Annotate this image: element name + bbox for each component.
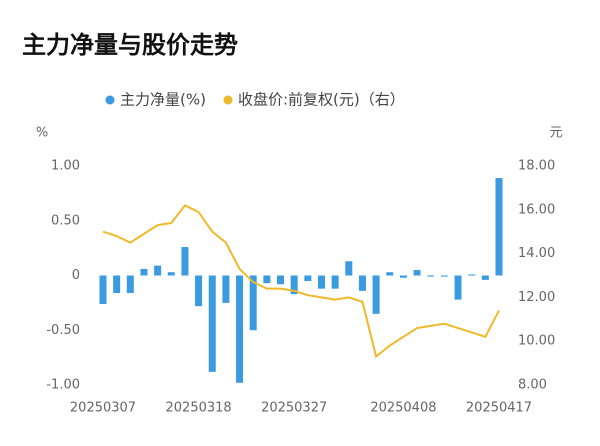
x-tick-label: 20250318: [166, 401, 232, 416]
bar: [140, 268, 148, 276]
y2-tick-label: 18.00: [518, 159, 555, 174]
x-tick-label: 20250408: [370, 401, 436, 416]
bar: [386, 272, 394, 276]
y2-tick-label: 14.00: [518, 246, 555, 261]
bar: [413, 270, 421, 276]
bar: [126, 275, 134, 294]
legend-label: 收盘价:前复权(元)（右）: [238, 91, 405, 109]
y2-tick-label: 10.00: [518, 334, 555, 349]
bar: [372, 275, 380, 314]
legend-marker: [105, 95, 115, 105]
legend-marker: [223, 95, 233, 105]
bar: [358, 275, 366, 291]
bar: [481, 275, 489, 280]
x-tick-label: 20250417: [466, 401, 532, 416]
y-tick-label: -1.00: [46, 378, 80, 393]
y-unit: %: [36, 126, 48, 141]
y-tick-label: -0.50: [46, 323, 80, 338]
bar: [99, 275, 107, 304]
bar: [263, 275, 271, 284]
y-tick-label: 0: [72, 268, 80, 283]
chart-title: 主力净量与股价走势: [22, 31, 238, 59]
bar: [304, 275, 312, 281]
bar: [399, 275, 407, 278]
x-tick-label: 20250327: [261, 401, 327, 416]
y2-tick-label: 8.00: [518, 378, 547, 393]
bar: [345, 261, 353, 276]
bar: [113, 275, 121, 294]
x-tick-label: 20250307: [70, 401, 136, 416]
bar: [222, 275, 230, 303]
bar: [167, 272, 175, 276]
legend-label: 主力净量(%): [120, 91, 206, 109]
bar: [440, 275, 448, 277]
line: [102, 204, 500, 359]
bar: [154, 265, 162, 276]
y-tick-label: 1.00: [51, 159, 80, 174]
y2-unit: 元: [549, 126, 562, 141]
bar: [454, 275, 462, 300]
bar: [277, 275, 285, 285]
bar: [427, 275, 435, 277]
bar: [290, 275, 298, 295]
bar: [331, 275, 339, 289]
bar: [249, 275, 257, 331]
bar: [208, 275, 216, 372]
bar: [468, 274, 476, 276]
y2-tick-label: 12.00: [518, 290, 555, 305]
y-tick-label: 0.50: [51, 213, 80, 228]
bar: [195, 275, 203, 307]
bar: [317, 275, 325, 289]
bar: [495, 178, 503, 276]
bar: [236, 275, 244, 383]
bar: [181, 247, 189, 276]
y2-tick-label: 16.00: [518, 202, 555, 217]
